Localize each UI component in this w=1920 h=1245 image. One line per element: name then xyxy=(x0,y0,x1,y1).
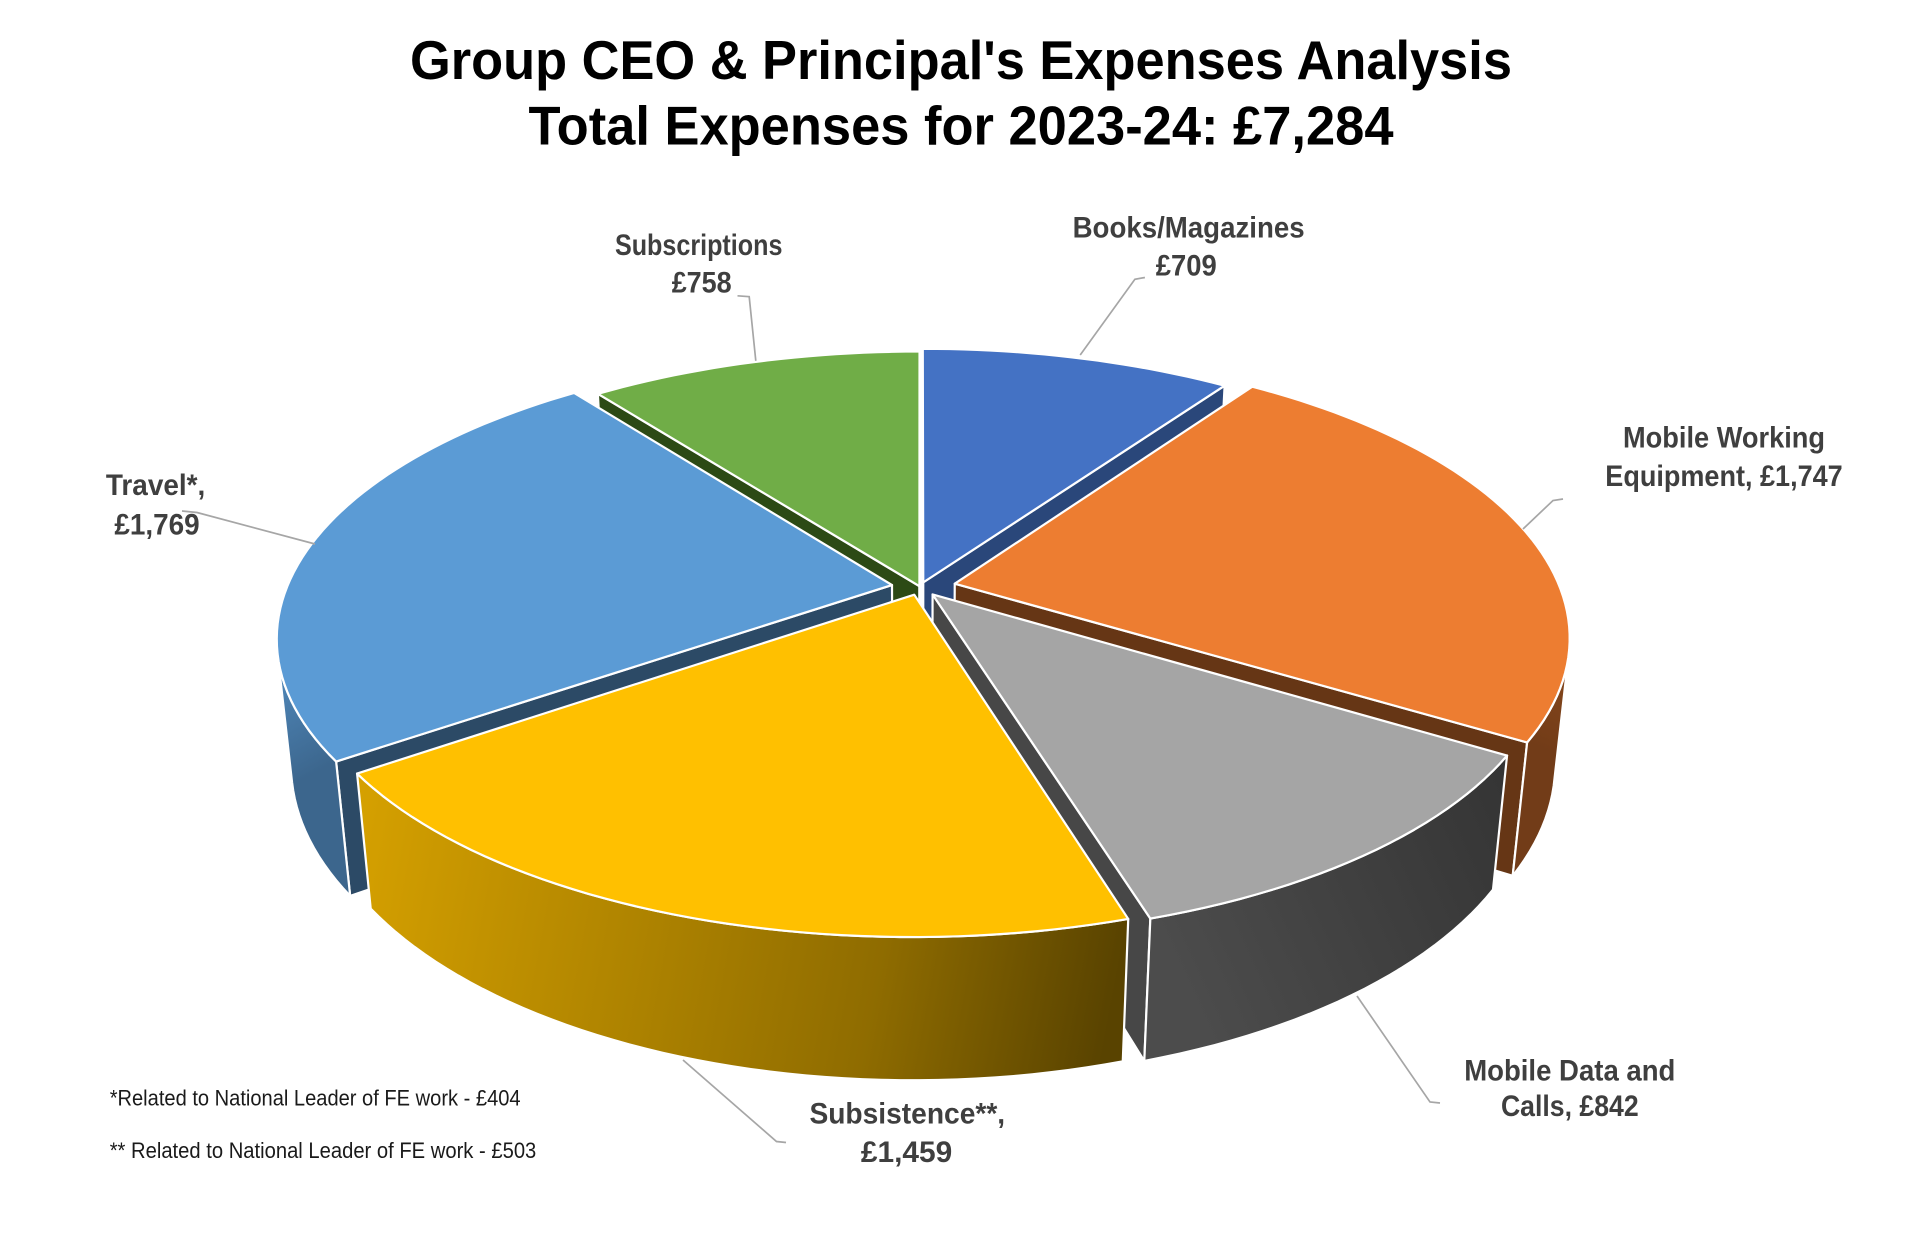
svg-text:Total Expenses for 2023-24: £7: Total Expenses for 2023-24: £7,284 xyxy=(529,95,1395,156)
svg-text:Subsistence**,: Subsistence**, xyxy=(809,1098,1005,1131)
svg-text:Equipment, £1,747: Equipment, £1,747 xyxy=(1605,460,1842,493)
svg-text:Books/Magazines: Books/Magazines xyxy=(1073,211,1305,244)
svg-text:Travel*,: Travel*, xyxy=(106,469,205,502)
svg-text:£1,459: £1,459 xyxy=(861,1136,952,1169)
svg-text:*Related to National Leader of: *Related to National Leader of FE work -… xyxy=(110,1086,521,1111)
svg-text:£1,769: £1,769 xyxy=(114,508,199,541)
svg-text:Subscriptions: Subscriptions xyxy=(615,229,783,262)
svg-text:£709: £709 xyxy=(1156,250,1217,283)
svg-text:Group CEO & Principal's Expens: Group CEO & Principal's Expenses Analysi… xyxy=(410,30,1512,91)
svg-text:** Related to National Leader: ** Related to National Leader of FE work… xyxy=(110,1138,537,1163)
svg-text:£758: £758 xyxy=(672,267,732,300)
svg-text:Calls, £842: Calls, £842 xyxy=(1501,1090,1639,1123)
svg-text:Mobile Data and: Mobile Data and xyxy=(1464,1055,1675,1088)
svg-text:Mobile Working: Mobile Working xyxy=(1623,422,1825,455)
